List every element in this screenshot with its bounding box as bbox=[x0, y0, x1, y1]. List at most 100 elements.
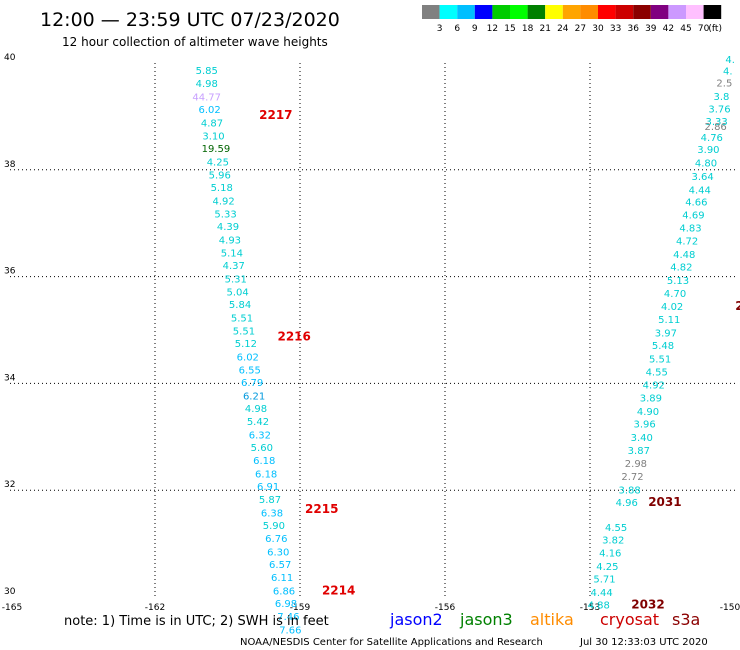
swh-value: 5.96 bbox=[209, 170, 231, 181]
swh-value: 7.46 bbox=[277, 612, 299, 623]
legend-swatch bbox=[598, 5, 616, 19]
swh-value: 4.93 bbox=[219, 235, 241, 246]
legend-swatch bbox=[439, 5, 458, 19]
y-tick-label: 34 bbox=[4, 373, 16, 383]
swh-value: 2.72 bbox=[621, 472, 643, 483]
swh-value: 19.59 bbox=[202, 144, 231, 155]
swh-value: 5.84 bbox=[229, 300, 251, 311]
legend-swatch bbox=[668, 5, 686, 19]
swh-value: 3.76 bbox=[708, 105, 730, 116]
swh-value: 6.30 bbox=[267, 547, 289, 558]
legend-swatch bbox=[510, 5, 528, 19]
y-tick-label: 32 bbox=[4, 480, 15, 490]
swh-value: 5.60 bbox=[251, 443, 273, 454]
swh-value: 7.66 bbox=[279, 625, 301, 636]
time-label: 2217 bbox=[259, 108, 292, 122]
swh-value: 4.88 bbox=[588, 601, 610, 612]
swh-value: 4.37 bbox=[223, 261, 245, 272]
swh-value: 4.92 bbox=[213, 197, 235, 208]
legend-label: 45 bbox=[680, 24, 691, 34]
legend-label: 21 bbox=[539, 24, 550, 34]
grid bbox=[10, 63, 735, 597]
swh-value: 6.32 bbox=[249, 430, 271, 441]
swh-value: 6.18 bbox=[253, 456, 275, 467]
legend-label: 12 bbox=[487, 24, 498, 34]
swh-value: 6.02 bbox=[237, 352, 259, 363]
legend-swatch bbox=[686, 5, 704, 19]
legend-label: 36 bbox=[627, 24, 639, 34]
swh-value: 2.5 bbox=[716, 78, 732, 89]
legend-swatch bbox=[474, 5, 493, 19]
legend-label: 18 bbox=[522, 24, 534, 34]
legend-label: 70 bbox=[698, 24, 710, 34]
swh-value: 6.98 bbox=[275, 599, 297, 610]
swh-value: 5.18 bbox=[211, 183, 233, 194]
swh-value: 4.87 bbox=[201, 119, 223, 130]
swh-value: 4.25 bbox=[207, 158, 229, 169]
swh-value: 4.76 bbox=[701, 133, 723, 144]
swh-value: 2.86 bbox=[705, 122, 727, 133]
y-axis: 30 32 34 36 38 40 bbox=[4, 53, 16, 597]
legend-label: 15 bbox=[504, 24, 515, 34]
swh-value: 5.71 bbox=[593, 575, 615, 586]
x-tick-label: -156 bbox=[435, 603, 456, 613]
legend-label: (ft) bbox=[708, 24, 722, 34]
time-label: 2032 bbox=[631, 598, 664, 612]
legend-swatch bbox=[457, 5, 475, 19]
swh-value: 3.82 bbox=[602, 536, 624, 547]
swh-value: 3.90 bbox=[697, 145, 719, 156]
swh-value: 3.97 bbox=[655, 328, 677, 339]
swh-value: 6.18 bbox=[255, 469, 277, 480]
swh-value: 4.39 bbox=[217, 222, 239, 233]
swh-value: 6.02 bbox=[198, 105, 220, 116]
swh-value: 4.44 bbox=[689, 185, 711, 196]
swh-value: 4.80 bbox=[695, 159, 717, 170]
color-legend: 3 6 9 12 15 18 21 24 27 30 33 36 39 42 45 70 (ft) bbox=[422, 5, 722, 34]
time-label: 2216 bbox=[277, 330, 310, 344]
swh-value: 3.87 bbox=[628, 446, 650, 457]
swh-value: 5.13 bbox=[667, 276, 689, 287]
x-axis: -165 -162 -159 -156 -153 -150 bbox=[2, 603, 740, 613]
legend-swatch bbox=[422, 5, 440, 19]
legend-swatch bbox=[703, 5, 722, 19]
swh-value: 3.89 bbox=[640, 394, 662, 405]
legend-label: 33 bbox=[610, 24, 621, 34]
credit-text: NOAA/NESDIS Center for Satellite Applica… bbox=[240, 637, 543, 648]
legend-label: 6 bbox=[454, 24, 460, 34]
x-tick-label: -150 bbox=[720, 603, 740, 613]
swh-value: 4.25 bbox=[596, 562, 618, 573]
swh-value: 4.69 bbox=[682, 210, 704, 221]
swh-value: 4.90 bbox=[637, 407, 659, 418]
satellite-cryosat: cryosat bbox=[600, 610, 659, 629]
legend-swatch bbox=[615, 5, 634, 19]
legend-label: 30 bbox=[592, 24, 604, 34]
swh-value: 5.51 bbox=[231, 313, 253, 324]
legend-label: 39 bbox=[645, 24, 657, 34]
swh-value: 4.44 bbox=[590, 588, 612, 599]
swh-value: 4.66 bbox=[685, 198, 707, 209]
swh-value: 6.11 bbox=[271, 573, 293, 584]
swh-value: 5.33 bbox=[214, 209, 236, 220]
swh-value: 4.82 bbox=[670, 263, 692, 274]
legend-swatch bbox=[580, 5, 598, 19]
swh-value: 3.8 bbox=[714, 92, 730, 103]
satellite-jason3: jason3 bbox=[459, 610, 513, 629]
swh-value: 5.87 bbox=[259, 495, 281, 506]
legend-swatch bbox=[527, 5, 546, 19]
swh-value: 6.79 bbox=[241, 378, 263, 389]
swh-value: 6.55 bbox=[239, 365, 261, 376]
swh-value: 4.98 bbox=[196, 79, 218, 90]
swh-value: 3.40 bbox=[631, 433, 653, 444]
swh-value: 4.48 bbox=[673, 250, 695, 261]
swh-value: 6.76 bbox=[265, 534, 287, 545]
swh-value: 2.98 bbox=[625, 459, 647, 470]
swh-value: 3.64 bbox=[691, 172, 713, 183]
swh-value: 4. bbox=[723, 67, 733, 78]
swh-value: 5.12 bbox=[235, 339, 257, 350]
legend-label: 9 bbox=[472, 24, 478, 34]
swh-value: 3.33 bbox=[706, 117, 728, 128]
legend-swatch bbox=[633, 5, 651, 19]
y-tick-label: 38 bbox=[4, 160, 16, 170]
swh-value: 6.91 bbox=[257, 482, 279, 493]
